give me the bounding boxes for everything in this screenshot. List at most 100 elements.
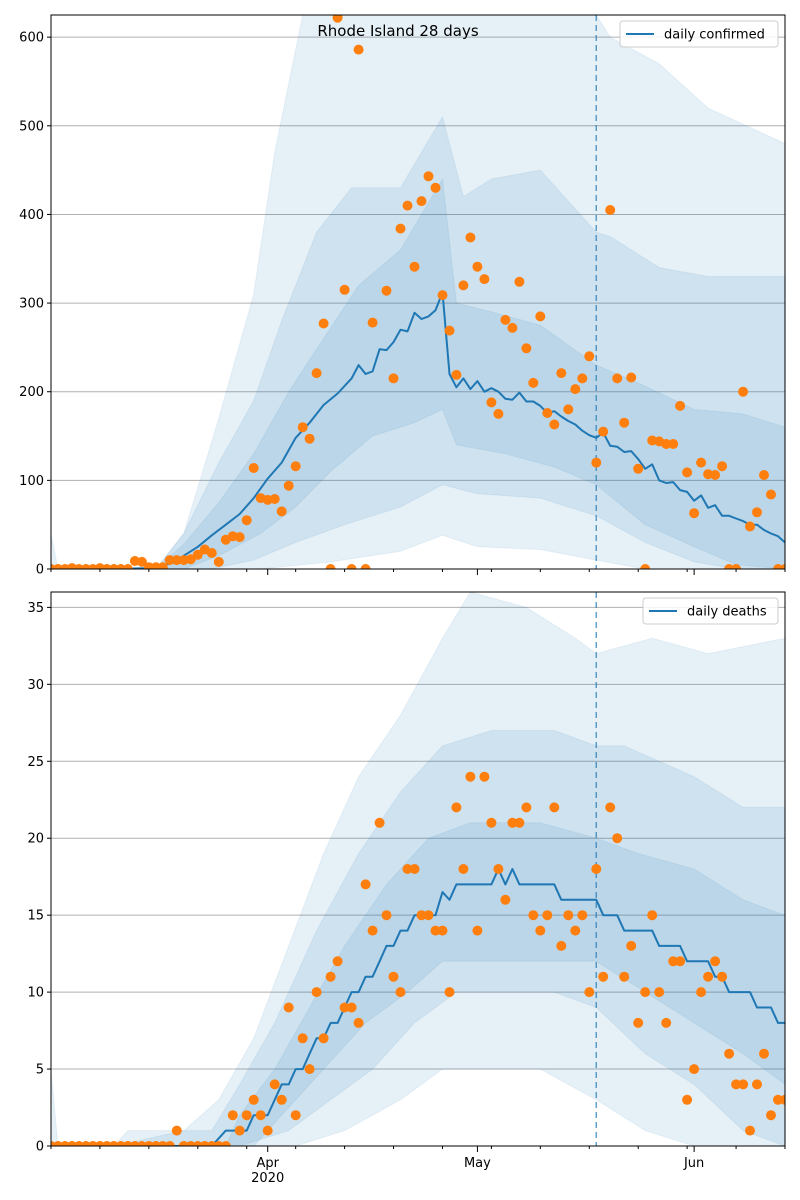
confirmed-observed-point	[213, 556, 224, 567]
confirmed-observed-point	[507, 322, 518, 333]
confirmed-observed-point	[430, 182, 441, 193]
deaths-observed-point	[255, 1110, 266, 1121]
deaths-observed-point	[528, 910, 539, 921]
deaths-observed-point	[339, 1002, 350, 1013]
confirmed-observed-point	[563, 404, 574, 415]
confirmed-observed-point	[689, 508, 700, 519]
confirmed-observed-point	[696, 457, 707, 468]
deaths-observed-point	[710, 956, 721, 967]
deaths-panel: 0 5 10 15 20 25 30 35 Apr May Jun 2020 daily deaths	[27, 591, 786, 1186]
deaths-observed-point	[647, 910, 658, 921]
deaths-band-1	[51, 730, 785, 1146]
deaths-xaxis-year-label: 2020	[251, 1171, 284, 1186]
deaths-observed-point	[724, 1048, 735, 1059]
confirmed-observed-point	[346, 564, 357, 569]
confirmed-observed-point	[409, 261, 420, 272]
deaths-observed-point	[668, 956, 679, 967]
deaths-observed-point	[633, 1017, 644, 1028]
deaths-observed-point	[731, 1079, 742, 1090]
confirmed-observed-point	[528, 377, 539, 388]
confirmed-ytick-label: 400	[19, 208, 44, 223]
deaths-observed-point	[472, 925, 483, 936]
confirmed-observed-point	[542, 408, 553, 418]
deaths-observed-point	[437, 925, 448, 936]
confirmed-observed-point	[612, 373, 623, 384]
confirmed-observed-point	[472, 261, 483, 272]
deaths-observed-point	[591, 864, 602, 874]
deaths-observed-point	[220, 1141, 231, 1146]
confirmed-ytick-label: 500	[19, 119, 44, 134]
confirmed-observed-point	[122, 564, 133, 569]
deaths-observed-point	[717, 971, 728, 982]
deaths-xtick-label: Apr	[256, 1156, 279, 1171]
confirmed-observed-point	[325, 564, 336, 569]
confirmed-band-2	[51, 177, 785, 569]
confirmed-observed-point	[486, 397, 497, 408]
deaths-observed-point	[304, 1064, 315, 1075]
confirmed-observed-point	[395, 223, 406, 234]
confirmed-observed-point	[136, 556, 147, 567]
confirmed-observed-point	[479, 274, 490, 285]
confirmed-band-1	[51, 115, 785, 569]
confirmed-observed-point	[423, 171, 434, 182]
deaths-observed-point	[374, 817, 385, 828]
deaths-observed-point	[409, 864, 420, 874]
confirmed-observed-point	[465, 232, 476, 243]
confirmed-observed-point	[577, 373, 588, 384]
confirmed-panel: 0 100 200 300 400 500 600 Rhode Island 28 days…	[19, 14, 786, 578]
confirmed-observed-point	[290, 461, 301, 472]
confirmed-observed-point	[493, 408, 504, 419]
confirmed-observed-point	[514, 276, 525, 287]
confirmed-observed-point	[318, 318, 329, 329]
deaths-observed-point	[283, 1002, 294, 1013]
deaths-observed-point	[640, 987, 651, 998]
confirmed-observed-point	[276, 506, 287, 517]
deaths-observed-point	[752, 1079, 762, 1090]
deaths-observed-point	[654, 987, 665, 998]
deaths-observed-point	[416, 910, 427, 921]
deaths-observed-point	[766, 1110, 776, 1121]
deaths-observed-point	[542, 910, 553, 921]
confirmed-observed-point	[437, 290, 448, 301]
confirmed-observed-point	[297, 422, 308, 433]
deaths-ytick-label: 0	[36, 1140, 44, 1155]
deaths-xtick-label: Jun	[683, 1156, 704, 1171]
confirmed-observed-point	[402, 200, 413, 211]
confirmed-observed-point	[682, 467, 693, 478]
confirmed-observed-point	[584, 351, 595, 362]
deaths-observed-point	[486, 817, 497, 828]
confirmed-observed-point	[766, 489, 776, 500]
deaths-observed-point	[521, 802, 532, 813]
deaths-observed-point	[444, 987, 455, 998]
confirmed-observed-point	[388, 373, 399, 384]
confirmed-observed-point	[675, 400, 686, 411]
deaths-observed-point	[514, 817, 525, 828]
deaths-observed-point	[661, 1017, 672, 1028]
confirmed-observed-point	[549, 419, 560, 430]
deaths-observed-point	[430, 925, 441, 936]
confirmed-observed-point	[283, 480, 294, 491]
deaths-observed-point	[269, 1079, 280, 1090]
confirmed-legend: daily confirmed	[619, 20, 779, 48]
confirmed-observed-point	[500, 314, 511, 325]
confirmed-observed-point	[381, 285, 392, 296]
deaths-axes-frame	[50, 591, 786, 1147]
confirmed-observed-point	[416, 196, 427, 207]
confirmed-observed-point	[640, 564, 651, 569]
deaths-observed-point	[479, 771, 490, 782]
confirmed-ytick-label: 300	[19, 297, 44, 312]
deaths-ytick-label: 10	[27, 986, 44, 1001]
deaths-observed-point	[458, 864, 469, 874]
confirmed-observed-point	[353, 44, 364, 55]
confirmed-observed-point	[633, 463, 644, 474]
deaths-observed-point	[465, 771, 476, 782]
deaths-observed-point	[738, 1079, 749, 1090]
deaths-observed-point	[563, 910, 574, 921]
deaths-ytick-label: 20	[27, 832, 44, 847]
confirmed-observed-point	[598, 426, 609, 437]
deaths-observed-point	[689, 1064, 700, 1075]
confirmed-observed-point	[717, 461, 728, 472]
deaths-observed-point	[388, 971, 399, 982]
deaths-observed-point	[248, 1094, 259, 1105]
confirmed-observed-point	[710, 470, 721, 480]
